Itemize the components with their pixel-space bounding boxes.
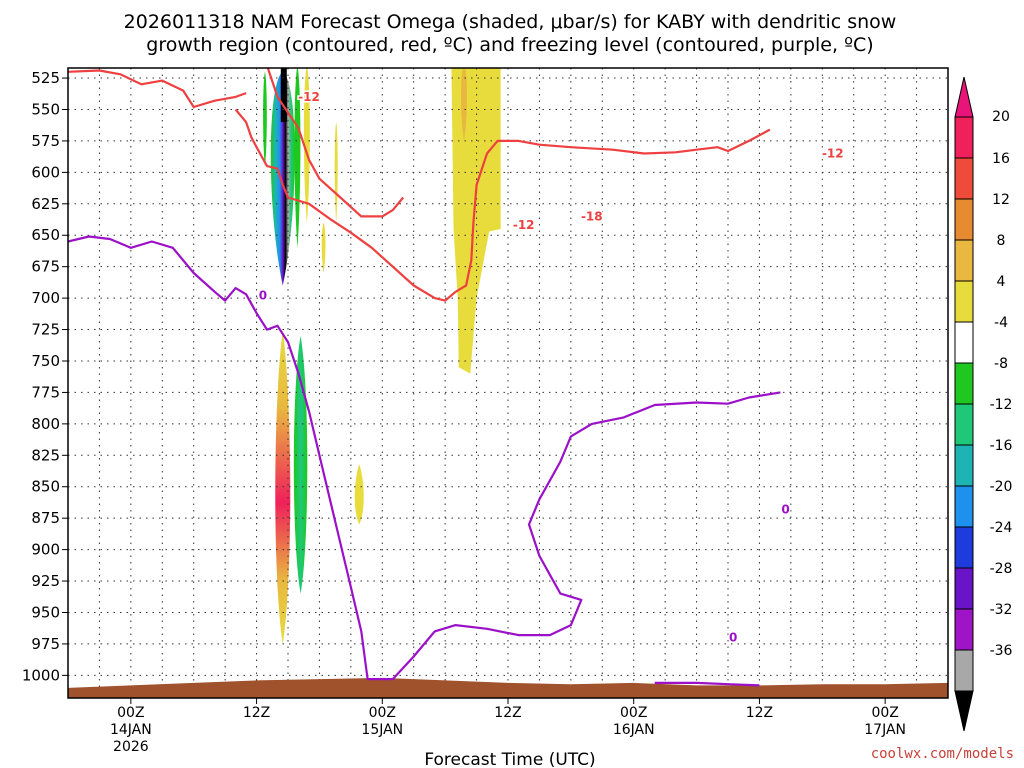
colorbar-tick-label: 8 xyxy=(997,233,1006,249)
omega-positive-strip-b xyxy=(334,122,338,223)
credit-link[interactable]: coolwx.com/models xyxy=(871,746,1014,762)
colorbar-swatch xyxy=(954,485,974,528)
contour-line-0 xyxy=(68,235,781,681)
x-tick-label: 00Z xyxy=(620,705,647,721)
chart-title-line-1: 2026011318 NAM Forecast Omega (shaded, μ… xyxy=(124,11,897,33)
omega-shading-layer xyxy=(263,68,501,644)
contour-label-layer: -12 -12 -18 -12 0 0 0 xyxy=(257,88,845,646)
chart-title-line-2: growth region (contoured, red, ºC) and f… xyxy=(146,34,873,56)
omega-upper-negative-strand xyxy=(263,71,267,167)
colorbar-tick-label: -12 xyxy=(990,397,1013,413)
y-tick-label: 875 xyxy=(31,509,60,527)
contour-label: -12 xyxy=(298,90,320,104)
contour-line-3 xyxy=(234,108,771,302)
contour-label: -12 xyxy=(822,147,844,161)
colorbar-tick-label: 4 xyxy=(997,274,1006,290)
x-tick-label: 00Z xyxy=(369,705,396,721)
omega-upper-positive-core xyxy=(461,68,467,141)
colorbar-tick-label: 12 xyxy=(992,192,1010,208)
contour-label: 0 xyxy=(781,502,789,516)
colorbar-tick-label: -8 xyxy=(994,356,1008,372)
colorbar-swatch xyxy=(954,362,974,405)
colorbar-swatch xyxy=(954,444,974,487)
y-tick-label: 675 xyxy=(31,258,60,276)
colorbar-swatch xyxy=(954,567,974,610)
colorbar-swatch xyxy=(954,526,974,569)
x-tick-label: 12Z xyxy=(746,705,773,721)
colorbar-bottom-arrow xyxy=(954,690,974,732)
omega-lower-negative-inner xyxy=(297,354,304,525)
y-tick-label: 725 xyxy=(31,321,60,339)
y-tick-label: 750 xyxy=(31,352,60,370)
colorbar-swatch xyxy=(954,116,974,159)
y-tick-label: 825 xyxy=(31,446,60,464)
y-tick-label: 975 xyxy=(31,635,60,653)
x-tick-label: 00Z xyxy=(117,705,144,721)
terrain-fill xyxy=(68,677,948,698)
dotted-grid xyxy=(68,68,948,698)
contour-label: -12 xyxy=(513,218,535,232)
x-axis-title: Forecast Time (UTC) xyxy=(424,750,595,768)
y-tick-label: 925 xyxy=(31,572,60,590)
y-tick-label: 1000 xyxy=(22,666,60,684)
colorbar-swatch xyxy=(954,157,974,200)
y-tick-label: 575 xyxy=(31,132,60,150)
x-tick-label: 15JAN xyxy=(361,722,403,738)
terrain-surface xyxy=(68,677,948,698)
colorbar-swatch xyxy=(954,608,974,651)
contour-line-4 xyxy=(266,68,405,218)
colorbar-tick-label: -28 xyxy=(990,561,1013,577)
colorbar-swatch xyxy=(954,649,974,692)
y-tick-label: 700 xyxy=(31,289,60,307)
colorbar-tick-label: -16 xyxy=(990,438,1013,454)
colorbar-tick-label: -32 xyxy=(990,602,1013,618)
contour-line-1 xyxy=(654,681,760,687)
x-tick-label: 2026 xyxy=(113,739,149,755)
y-tick-label: 650 xyxy=(31,226,60,244)
omega-positive-blob-850 xyxy=(354,464,364,525)
colorbar-swatch xyxy=(954,321,974,364)
y-tick-label: 600 xyxy=(31,163,60,181)
colorbar-swatch xyxy=(954,198,974,241)
y-tick-label: 525 xyxy=(31,69,60,87)
x-tick-label: 16JAN xyxy=(613,722,655,738)
colorbar-swatch xyxy=(954,403,974,446)
y-tick-label: 950 xyxy=(31,603,60,621)
x-tick-label: 17JAN xyxy=(864,722,906,738)
y-tick-label: 625 xyxy=(31,195,60,213)
contour-label: -18 xyxy=(581,209,603,223)
x-tick-label: 00Z xyxy=(871,705,898,721)
y-tick-label: 775 xyxy=(31,383,60,401)
colorbar-tick-label: -20 xyxy=(990,479,1013,495)
x-tick-label: 12Z xyxy=(494,705,521,721)
omega-min-core xyxy=(280,68,287,123)
colorbar-swatch xyxy=(954,280,974,323)
y-tick-label: 550 xyxy=(31,100,60,118)
colorbar-tick-label: -36 xyxy=(990,643,1013,659)
contour-label: 0 xyxy=(259,289,267,303)
y-tick-label: 900 xyxy=(31,541,60,559)
x-tick-label: 14JAN xyxy=(110,722,152,738)
omega-positive-strip-a xyxy=(303,68,310,223)
colorbar-tick-label: -24 xyxy=(990,520,1013,536)
contour-layer xyxy=(68,68,781,687)
omega-upper-negative-edge xyxy=(294,68,301,248)
colorbar-tick-label: 20 xyxy=(992,109,1010,125)
omega-upper-positive-band xyxy=(451,68,501,374)
y-tick-label: 800 xyxy=(31,415,60,433)
colorbar-tick-label: 16 xyxy=(992,151,1010,167)
y-tick-label: 850 xyxy=(31,478,60,496)
x-tick-label: 12Z xyxy=(243,705,270,721)
colorbar-tick-label: -4 xyxy=(994,315,1008,331)
colorbar: 20 16 12 8 4 -4 -8 -12 -16 -20 -24 -28 -32 -36 xyxy=(954,76,1013,732)
pressure-axis: 525 550 575 600 625 650 675 700 725 750 775 800 825 8… xyxy=(22,69,68,684)
contour-label: 0 xyxy=(729,631,737,645)
omega-upper-negative-core xyxy=(270,71,295,286)
colorbar-swatch xyxy=(954,239,974,282)
contour-line-2 xyxy=(68,69,247,109)
